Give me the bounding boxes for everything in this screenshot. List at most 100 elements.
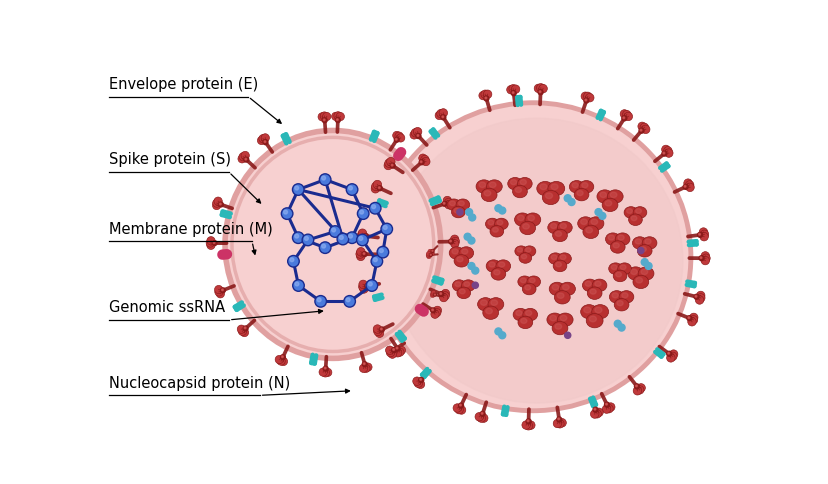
Ellipse shape xyxy=(582,279,596,291)
Circle shape xyxy=(668,350,677,358)
Circle shape xyxy=(427,249,432,254)
Circle shape xyxy=(365,285,367,287)
Circle shape xyxy=(594,408,603,417)
Circle shape xyxy=(459,404,461,406)
Ellipse shape xyxy=(589,316,595,322)
Circle shape xyxy=(662,152,664,154)
Circle shape xyxy=(371,184,379,193)
Circle shape xyxy=(698,256,703,261)
Circle shape xyxy=(409,131,418,139)
Ellipse shape xyxy=(554,291,570,304)
Circle shape xyxy=(418,154,426,162)
Circle shape xyxy=(331,228,335,232)
Circle shape xyxy=(483,90,491,99)
Circle shape xyxy=(348,186,352,190)
Ellipse shape xyxy=(554,324,561,329)
Circle shape xyxy=(331,112,339,121)
Ellipse shape xyxy=(537,182,553,196)
Circle shape xyxy=(512,92,513,93)
Circle shape xyxy=(292,184,304,196)
Circle shape xyxy=(527,420,528,422)
Circle shape xyxy=(279,357,287,365)
Circle shape xyxy=(421,157,430,166)
Circle shape xyxy=(421,155,429,164)
Ellipse shape xyxy=(547,221,562,234)
Circle shape xyxy=(641,125,649,134)
Circle shape xyxy=(346,232,358,243)
Ellipse shape xyxy=(456,257,462,262)
Circle shape xyxy=(346,184,358,196)
Circle shape xyxy=(221,289,223,291)
Circle shape xyxy=(322,118,327,123)
Circle shape xyxy=(494,205,501,212)
Circle shape xyxy=(237,325,245,333)
Circle shape xyxy=(450,240,459,248)
Ellipse shape xyxy=(562,285,569,290)
Circle shape xyxy=(557,418,559,420)
Circle shape xyxy=(508,85,517,93)
Circle shape xyxy=(206,241,214,249)
Circle shape xyxy=(450,235,458,243)
Circle shape xyxy=(511,91,516,96)
Circle shape xyxy=(556,417,561,422)
Circle shape xyxy=(380,328,382,330)
Ellipse shape xyxy=(459,289,465,294)
Circle shape xyxy=(344,296,355,307)
Ellipse shape xyxy=(449,247,464,259)
Circle shape xyxy=(392,131,401,139)
Circle shape xyxy=(362,252,367,257)
Ellipse shape xyxy=(542,190,559,205)
Circle shape xyxy=(238,155,246,163)
Ellipse shape xyxy=(599,192,606,197)
Ellipse shape xyxy=(515,187,521,193)
Ellipse shape xyxy=(551,255,556,259)
Ellipse shape xyxy=(556,313,572,326)
Circle shape xyxy=(413,127,421,136)
Circle shape xyxy=(319,368,327,376)
Ellipse shape xyxy=(451,206,465,218)
Circle shape xyxy=(595,209,601,215)
Ellipse shape xyxy=(510,180,516,184)
Ellipse shape xyxy=(552,260,566,272)
Circle shape xyxy=(280,355,285,360)
Circle shape xyxy=(346,298,349,302)
Circle shape xyxy=(287,256,299,267)
Ellipse shape xyxy=(518,316,532,329)
Circle shape xyxy=(394,137,399,142)
Circle shape xyxy=(440,115,445,120)
Circle shape xyxy=(317,298,320,302)
Circle shape xyxy=(385,346,393,354)
Ellipse shape xyxy=(611,293,618,298)
Ellipse shape xyxy=(490,268,505,280)
Ellipse shape xyxy=(454,208,460,213)
Circle shape xyxy=(339,236,343,240)
Circle shape xyxy=(472,282,478,288)
Circle shape xyxy=(661,145,669,153)
Circle shape xyxy=(431,250,432,251)
Circle shape xyxy=(457,406,465,414)
Circle shape xyxy=(594,408,595,410)
Circle shape xyxy=(375,329,383,337)
Circle shape xyxy=(359,237,363,241)
Circle shape xyxy=(683,185,685,187)
Circle shape xyxy=(696,294,704,302)
Text: Nucleocapsid protein (N): Nucleocapsid protein (N) xyxy=(108,376,290,391)
Circle shape xyxy=(585,99,586,101)
Ellipse shape xyxy=(482,306,498,319)
Circle shape xyxy=(583,92,591,101)
Circle shape xyxy=(420,161,421,163)
Circle shape xyxy=(664,149,672,157)
Ellipse shape xyxy=(522,224,529,229)
Ellipse shape xyxy=(479,182,485,187)
Circle shape xyxy=(688,316,697,324)
Circle shape xyxy=(397,346,405,354)
Ellipse shape xyxy=(633,275,648,288)
Ellipse shape xyxy=(613,243,619,248)
Circle shape xyxy=(552,419,561,428)
Ellipse shape xyxy=(595,281,600,286)
Circle shape xyxy=(444,198,452,207)
Circle shape xyxy=(241,151,249,160)
Ellipse shape xyxy=(609,241,624,253)
Ellipse shape xyxy=(637,244,652,257)
Ellipse shape xyxy=(547,182,564,196)
